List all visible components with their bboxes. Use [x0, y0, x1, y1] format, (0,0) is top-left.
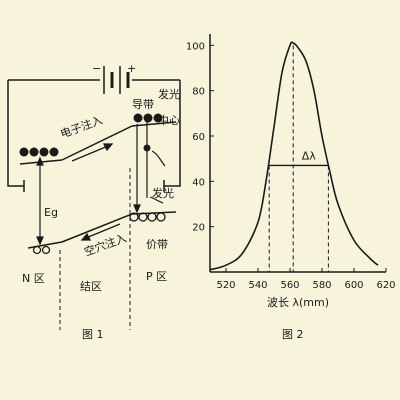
- chart-ticks: 520 540 560 580 600 620 20 40 60 80 100: [186, 41, 396, 291]
- x-tick-label: 520: [216, 280, 235, 291]
- junction-region-label: 结区: [80, 280, 102, 293]
- battery-minus-label: −: [92, 62, 101, 75]
- holes-p-side: [129, 212, 166, 222]
- external-circuit: [7, 80, 181, 192]
- y-tick-label: 40: [192, 177, 205, 188]
- emission-label-bottom: 发光: [152, 186, 174, 200]
- chart-series: [209, 41, 379, 271]
- transition-arrows: [36, 124, 141, 246]
- injection-arrows: [71, 143, 121, 241]
- x-tick-label: 560: [280, 280, 299, 291]
- y-tick-label: 80: [192, 87, 205, 98]
- p-region-label: P 区: [146, 270, 167, 283]
- chart-axes: [209, 34, 386, 273]
- electrons-n-side: [19, 147, 59, 157]
- n-region-label: N 区: [22, 272, 45, 285]
- x-tick-label: 620: [376, 280, 395, 291]
- band-gap-label: Eg: [44, 206, 58, 219]
- x-axis-label: 波长 λ(mm): [267, 296, 329, 309]
- y-tick-label: 20: [192, 223, 205, 234]
- figure-2-chart: 520 540 560 580 600 620 20 40 60 80 100 波长 λ(mm) Δ…: [186, 34, 396, 341]
- y-tick-label: 60: [192, 132, 205, 143]
- x-tick-label: 580: [312, 280, 331, 291]
- y-tick-label: 100: [186, 41, 205, 52]
- chart-annotations: [268, 45, 329, 272]
- battery-plus-label: +: [127, 62, 136, 75]
- valence-band-label: 价带: [146, 238, 168, 251]
- spectrum-curve: [209, 41, 379, 271]
- figure-1: − +: [7, 62, 181, 341]
- hole-injection-label: 空穴注入: [82, 231, 128, 259]
- fwhm-label: Δλ: [302, 149, 317, 162]
- junction-boundaries: [59, 168, 131, 330]
- conduction-band: [19, 121, 177, 165]
- electrons-p-side: [133, 113, 163, 123]
- holes-n-side: [32, 245, 51, 255]
- figure-2-caption: 图 2: [282, 328, 304, 341]
- figure-1-caption: 图 1: [82, 328, 104, 341]
- emission-arrows: [149, 150, 166, 204]
- luminescence-center-label: 中心: [158, 114, 180, 127]
- emission-label-top: 发光: [158, 87, 180, 101]
- x-tick-label: 600: [344, 280, 363, 291]
- battery-symbol: [8, 66, 180, 94]
- conduction-band-label: 导带: [132, 98, 154, 111]
- electron-injection-label: 电子注入: [58, 113, 104, 141]
- x-tick-label: 540: [248, 280, 267, 291]
